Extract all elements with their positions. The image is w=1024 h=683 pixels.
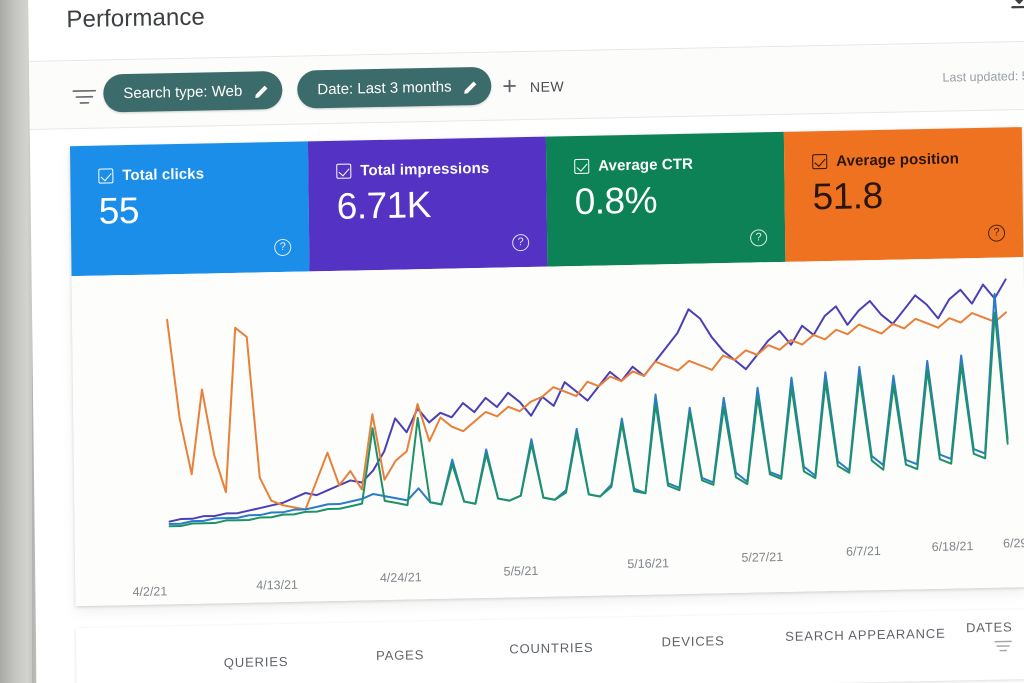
- metric-card-average-position[interactable]: Average position 51.8 ?: [783, 127, 1024, 262]
- chart-series-line: [166, 311, 1008, 511]
- filter-toolbar: Search type: Web Date: Last 3 months + N: [28, 41, 1024, 130]
- add-new-filter-label: NEW: [529, 77, 565, 95]
- chart-x-tick-label: 6/7/21: [846, 544, 881, 560]
- help-icon[interactable]: ?: [274, 238, 292, 257]
- metric-header: Total impressions: [336, 159, 526, 180]
- metric-card-total-impressions[interactable]: Total impressions 6.71K ?: [307, 136, 548, 272]
- pencil-icon[interactable]: [462, 77, 479, 94]
- tab-dates[interactable]: DATES: [965, 619, 1013, 635]
- metric-header: Total clicks: [98, 164, 288, 185]
- chart-x-tick-label: 5/27/21: [741, 550, 784, 565]
- chart-x-tick-label: 4/24/21: [379, 570, 422, 586]
- checkbox-icon[interactable]: [812, 153, 828, 170]
- help-icon[interactable]: ?: [987, 224, 1006, 242]
- checkbox-icon[interactable]: [574, 158, 590, 175]
- chart-x-tick-label: 4/2/21: [132, 584, 168, 599]
- metric-label: Average CTR: [598, 155, 694, 175]
- metric-header: Average position: [812, 149, 1002, 170]
- chart-x-tick-label: 6/29/21: [1002, 535, 1024, 551]
- filter-icon[interactable]: [994, 639, 1012, 652]
- page-title: Performance: [66, 3, 206, 34]
- metric-value: 0.8%: [574, 179, 658, 223]
- metric-card-average-ctr[interactable]: Average CTR 0.8% ?: [545, 131, 786, 267]
- metric-value: 55: [98, 189, 140, 232]
- tab-devices[interactable]: DEVICES: [661, 633, 725, 650]
- help-icon[interactable]: ?: [512, 233, 530, 252]
- filter-chip-date-label: Date: Last 3 months: [317, 78, 452, 98]
- help-icon[interactable]: ?: [750, 229, 768, 247]
- metric-value: 51.8: [812, 174, 883, 218]
- chart-series-line: [168, 311, 1009, 528]
- performance-chart[interactable]: 4/2/21 4/13/21 4/24/21 5/5/21 5/16/21 5/27/21…: [71, 257, 1024, 607]
- tab-search-appearance[interactable]: SEARCH APPEARANCE: [785, 625, 946, 644]
- pencil-icon[interactable]: [253, 82, 270, 99]
- chart-series-line: [168, 278, 1007, 523]
- metric-label: Average position: [836, 150, 960, 170]
- screen-content: Performance Search type: Web: [28, 0, 1024, 683]
- chart-x-tick-label: 6/18/21: [931, 539, 974, 555]
- filter-chip-date[interactable]: Date: Last 3 months: [297, 66, 492, 109]
- performance-card: Total clicks 55 ? Total impressions 6.71…: [69, 127, 1024, 607]
- tab-countries[interactable]: COUNTRIES: [509, 639, 594, 657]
- filter-chip-search-type[interactable]: Search type: Web: [103, 70, 283, 113]
- dimension-tabs: QUERIES PAGES COUNTRIES DEVICES SEARCH APPEA…: [76, 609, 1024, 683]
- chart-x-tick-label: 4/13/21: [256, 577, 299, 593]
- plus-icon: +: [502, 72, 518, 101]
- chart-x-tick-label: 5/16/21: [627, 556, 670, 572]
- download-icon[interactable]: [1008, 0, 1024, 12]
- metric-label: Total clicks: [122, 165, 205, 185]
- chart-x-tick-label: 5/5/21: [503, 563, 539, 579]
- add-new-filter-button[interactable]: + NEW: [502, 72, 565, 101]
- checkbox-icon[interactable]: [336, 163, 352, 179]
- metric-value: 6.71K: [336, 183, 432, 227]
- metric-card-total-clicks[interactable]: Total clicks 55 ?: [69, 141, 310, 277]
- metric-cards: Total clicks 55 ? Total impressions 6.71…: [69, 127, 1024, 277]
- filter-icon[interactable]: [71, 88, 97, 107]
- checkbox-icon[interactable]: [98, 168, 114, 184]
- filter-chip-search-type-label: Search type: Web: [123, 82, 243, 102]
- tab-queries[interactable]: QUERIES: [223, 653, 289, 671]
- last-updated-text: Last updated: 5 hour: [942, 68, 1024, 85]
- metric-label: Total impressions: [360, 159, 490, 180]
- dimension-tabbar: QUERIES PAGES COUNTRIES DEVICES SEARCH APPEA…: [75, 609, 1024, 683]
- tab-pages[interactable]: PAGES: [376, 646, 425, 663]
- metric-header: Average CTR: [574, 154, 764, 175]
- chart-plot-area: [166, 278, 1009, 528]
